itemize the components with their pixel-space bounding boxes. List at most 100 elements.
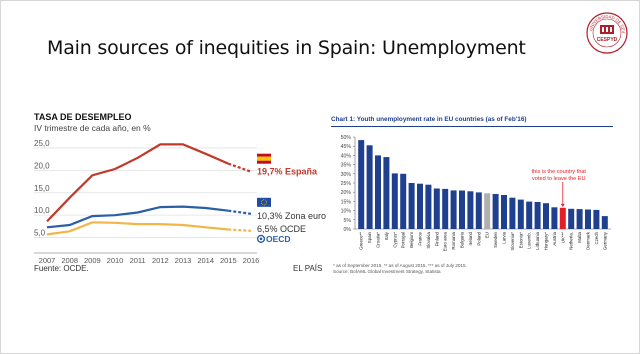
right-chart-footnote: * as of September 2015. ** as of August …: [333, 263, 467, 268]
oecd-logo-text: OECD: [266, 234, 291, 244]
spain-flag-icon: [257, 153, 271, 157]
x-tick-label: 2012: [152, 256, 169, 265]
oecd-end-label: 6,5% OCDE: [257, 224, 306, 234]
x-tick-label: Malta: [577, 231, 582, 242]
x-tick-label: Italy: [384, 231, 389, 240]
left-chart-source: Fuente: OCDE.: [34, 264, 89, 273]
x-tick-label: Sweden: [493, 231, 498, 247]
x-tick-label: Luxemb.: [527, 232, 532, 249]
x-tick-label: 2014: [197, 256, 214, 265]
bar: [400, 173, 407, 229]
y-tick-label: 40%: [341, 153, 352, 159]
y-tick-label: 25,0: [34, 139, 50, 148]
bar: [551, 207, 558, 229]
x-tick-label: Latvia: [502, 231, 507, 243]
y-tick-label: 15,0: [34, 184, 50, 193]
bar: [383, 157, 390, 229]
bar: [442, 188, 449, 229]
spain-flag-icon-band: [257, 156, 271, 161]
x-tick-label: Hungary*: [544, 232, 549, 251]
bar: [509, 197, 516, 229]
x-tick-label: Lithuania: [535, 231, 540, 249]
y-tick-label: 25%: [341, 181, 352, 187]
x-tick-label: Romania: [451, 231, 456, 249]
x-tick-label: Croatia*: [376, 232, 381, 248]
y-tick-label: 10,0: [34, 206, 50, 215]
y-tick-label: 50%: [341, 135, 352, 141]
y-tick-label: 15%: [341, 199, 352, 205]
series-line-projection: [227, 162, 252, 173]
bar: [366, 145, 373, 229]
oecd-logo-icon: [256, 234, 266, 243]
spain-flag-icon-band-bottom: [257, 160, 271, 164]
bar: [358, 140, 365, 229]
x-tick-label: Spain: [367, 231, 372, 243]
x-tick-label: Netherla.: [569, 232, 574, 250]
y-tick-label: 5%: [344, 218, 352, 224]
bar: [501, 195, 507, 229]
x-tick-label: Estonia*: [518, 232, 523, 249]
left-chart-title: TASA DE DESEMPLEO: [34, 112, 132, 122]
x-tick-label: Cyprus*: [392, 232, 397, 248]
y-tick-label: 35%: [341, 163, 352, 169]
bar: [534, 202, 541, 229]
x-tick-label: Finland: [434, 231, 439, 246]
bar: [375, 155, 381, 229]
uk-annotation-arrowhead: [560, 203, 565, 207]
x-tick-label: 2007: [39, 256, 56, 265]
youth-unemployment-bar-chart: 0%5%10%15%20%25%30%35%40%45%50%Greece** S…: [341, 135, 611, 251]
series-line: [46, 205, 229, 229]
x-tick-label: Bulgaria: [460, 231, 465, 248]
x-tick-label: Slovenia*: [510, 232, 515, 251]
eu-flag-stars: [260, 199, 267, 206]
university-seal-icon: UNIVERSIDAD DE SEVILLA CESPYD: [585, 11, 628, 54]
right-chart-title: Chart 1: Youth unemployment rate in EU c…: [331, 116, 527, 123]
unemployment-line-chart: 5,0 10,0 15,0 20,0 25,0 2007 2008 2009 2010 2011 2…: [34, 139, 326, 265]
x-tick-label: Ireland: [468, 231, 473, 245]
bar: [433, 188, 440, 229]
x-tick-label: Poland: [476, 231, 481, 245]
x-tick-label: 2008: [61, 256, 78, 265]
right-chart-source: Source: BofAML Global Investment Strateg…: [333, 269, 441, 274]
bar: [559, 207, 566, 229]
right-chart-title-rule: [331, 126, 613, 127]
x-tick-label: 2011: [130, 256, 146, 265]
uk-annotation-text: this is the country that: [532, 169, 587, 175]
bar: [467, 191, 474, 229]
y-tick-label: 5,0: [34, 229, 46, 238]
bar: [543, 203, 549, 229]
y-tick-label: 30%: [341, 172, 352, 178]
oecd-logo-icon-dot: [259, 237, 263, 241]
bar: [568, 208, 575, 229]
bar: [425, 184, 432, 229]
series-line-projection: [228, 228, 252, 232]
left-chart-publisher: EL PAÍS: [293, 264, 323, 273]
x-tick-label: Austria: [552, 231, 557, 245]
bar: [459, 190, 465, 229]
bar: [475, 192, 482, 229]
bar: [450, 190, 457, 229]
bar: [484, 193, 491, 229]
x-tick-label: Belgium: [409, 232, 414, 248]
x-tick-label: UK***: [560, 232, 565, 244]
x-tick-label: Euro area: [443, 231, 448, 251]
x-tick-label: Denmark: [586, 231, 591, 250]
left-chart-subtitle: IV trimestre de cada año, en %: [34, 123, 151, 133]
uk-annotation-text: voted to leave the EU: [532, 176, 586, 182]
x-tick-label: Portugal: [401, 232, 406, 248]
bar: [601, 216, 608, 229]
bar: [526, 201, 533, 229]
x-tick-label: 2015: [220, 256, 237, 265]
y-tick-label: 10%: [341, 209, 352, 215]
y-tick-label: 0%: [344, 227, 352, 233]
x-tick-label: Germany: [602, 231, 607, 250]
x-tick-label: 2013: [175, 256, 192, 265]
x-tick-label: 2016: [243, 256, 260, 265]
series-line: [46, 221, 229, 236]
slide-title: Main sources of inequities in Spain: Une…: [47, 37, 526, 59]
bar: [517, 199, 524, 229]
y-tick-label: 20%: [341, 190, 352, 196]
y-tick-label: 20,0: [34, 161, 50, 170]
x-tick-label: EU: [485, 232, 490, 238]
